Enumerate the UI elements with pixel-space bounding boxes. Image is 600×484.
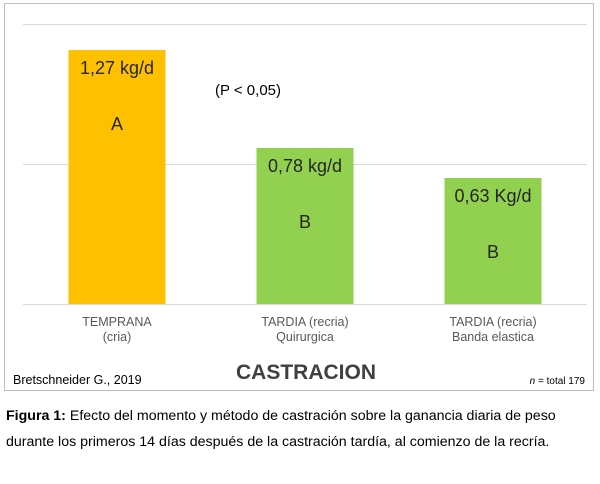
category-label-2-line-1: TARDIA (recria): [261, 315, 348, 329]
significance-letter-3: B: [487, 242, 499, 262]
data-label-3: 0,63 Kg/d: [454, 186, 531, 206]
significance-letter-2: B: [299, 212, 311, 232]
bar-3: [444, 178, 542, 304]
category-label-1-line-2: (cria): [103, 330, 131, 344]
chart-title: CASTRACION: [236, 361, 376, 384]
figure-caption-text: Efecto del momento y método de castració…: [6, 408, 556, 450]
sample-size-note: n = total 179: [530, 376, 586, 387]
bar-2: [256, 148, 354, 304]
figure-caption: Figura 1: Efecto del momento y método de…: [6, 403, 594, 455]
figure-caption-lead: Figura 1:: [6, 408, 66, 424]
data-label-2: 0,78 kg/d: [268, 156, 342, 176]
significance-annotation: (P < 0,05): [215, 82, 281, 99]
category-label-2-line-2: Quirurgica: [276, 330, 334, 344]
bar-1: [68, 50, 166, 304]
category-label-3-line-1: TARDIA (recria): [449, 315, 536, 329]
category-label-3-line-2: Banda elastica: [452, 330, 534, 344]
category-label-1-line-1: TEMPRANA: [82, 315, 152, 329]
sample-size-text: = total 179: [535, 376, 585, 387]
significance-letter-1: A: [111, 114, 123, 134]
source-note: Bretschneider G., 2019: [13, 373, 142, 387]
bar-chart: 1,27 kg/d A TEMPRANA(cria) 0,78 kg/d B TARDIA…: [13, 24, 587, 387]
data-label-1: 1,27 kg/d: [80, 58, 154, 78]
sample-size-symbol: n: [530, 376, 536, 387]
chart-frame: 1,27 kg/d A TEMPRANA (cria) 0,78 kg/d B TARDIA…: [4, 3, 594, 391]
